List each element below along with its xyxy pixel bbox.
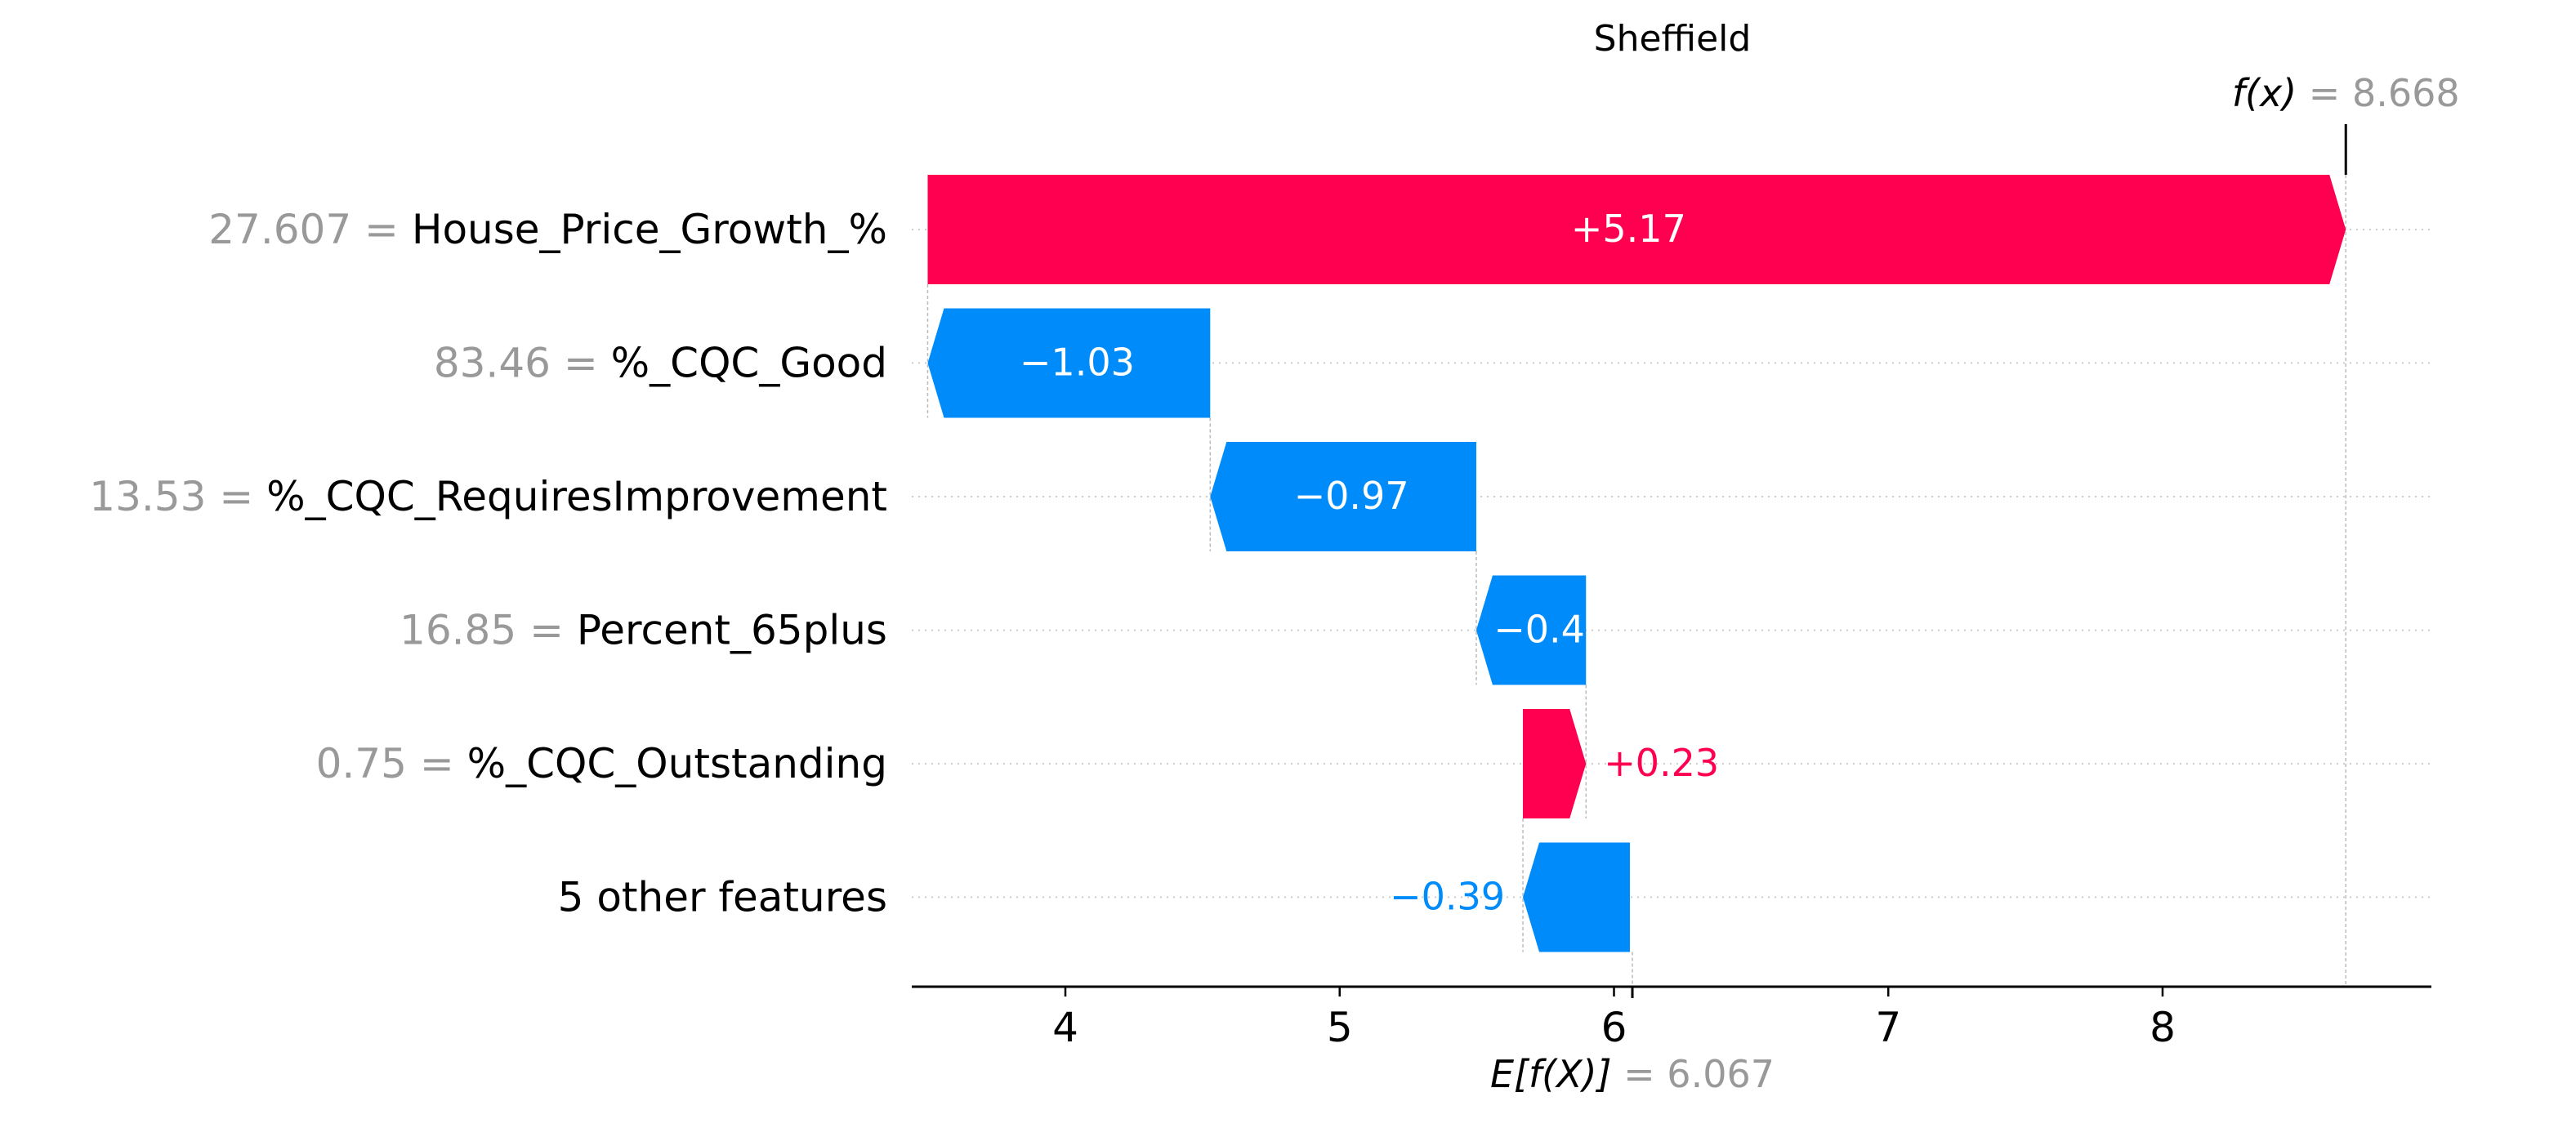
feature-label: 16.85 = Percent_65plus xyxy=(400,607,887,654)
feature-label: 13.53 = %_CQC_RequiresImprovement xyxy=(89,473,887,520)
base-value-annotation: E[f(X)] = 6.067 xyxy=(1490,1052,1775,1096)
feature-value: 0.75 = xyxy=(316,740,467,787)
base-value: = 6.067 xyxy=(1623,1052,1775,1096)
feature-name: House_Price_Growth_% xyxy=(412,206,887,253)
feature-label: 0.75 = %_CQC_Outstanding xyxy=(316,740,887,787)
shap-bar xyxy=(1210,442,1476,551)
feature-value: 13.53 = xyxy=(89,473,266,520)
feature-value: 83.46 = xyxy=(434,340,611,387)
feature-label: 27.607 = House_Price_Growth_% xyxy=(208,206,887,253)
x-tick-label: 5 xyxy=(1327,1004,1353,1051)
feature-name: %_CQC_Good xyxy=(611,340,887,387)
shap-bar xyxy=(1523,842,1630,952)
feature-name: 5 other features xyxy=(558,874,887,921)
shap-value-label: +5.17 xyxy=(1571,207,1686,251)
x-tick-label: 8 xyxy=(2150,1004,2176,1051)
shap-value-label: −0.4 xyxy=(1493,608,1585,652)
x-tick-label: 6 xyxy=(1601,1004,1627,1051)
x-tick-label: 4 xyxy=(1052,1004,1078,1051)
shap-bar xyxy=(927,308,1211,418)
feature-value: 16.85 = xyxy=(400,607,577,654)
feature-name: %_CQC_Outstanding xyxy=(467,740,887,787)
x-tick-label: 7 xyxy=(1875,1004,1901,1051)
shap-value-label: −0.97 xyxy=(1294,474,1409,518)
base-value-label: E[f(X)] xyxy=(1490,1052,1623,1096)
feature-name: %_CQC_RequiresImprovement xyxy=(266,473,887,520)
fx-label: f(x) xyxy=(2232,71,2309,115)
shap-value-label: −0.39 xyxy=(1390,875,1505,919)
shap-bar xyxy=(1476,575,1587,685)
fx-value: = 8.668 xyxy=(2309,71,2460,115)
feature-name: Percent_65plus xyxy=(577,607,887,654)
shap-bar xyxy=(1523,709,1587,818)
shap-bar xyxy=(927,175,2346,284)
feature-label: 5 other features xyxy=(558,874,887,921)
feature-label: 83.46 = %_CQC_Good xyxy=(434,340,887,387)
fx-annotation: f(x) = 8.668 xyxy=(2232,71,2460,115)
shap-value-label: +0.23 xyxy=(1604,741,1719,785)
chart-title: Sheffield xyxy=(1594,18,1752,60)
feature-value: 27.607 = xyxy=(208,206,412,253)
shap-value-label: −1.03 xyxy=(1020,341,1135,385)
